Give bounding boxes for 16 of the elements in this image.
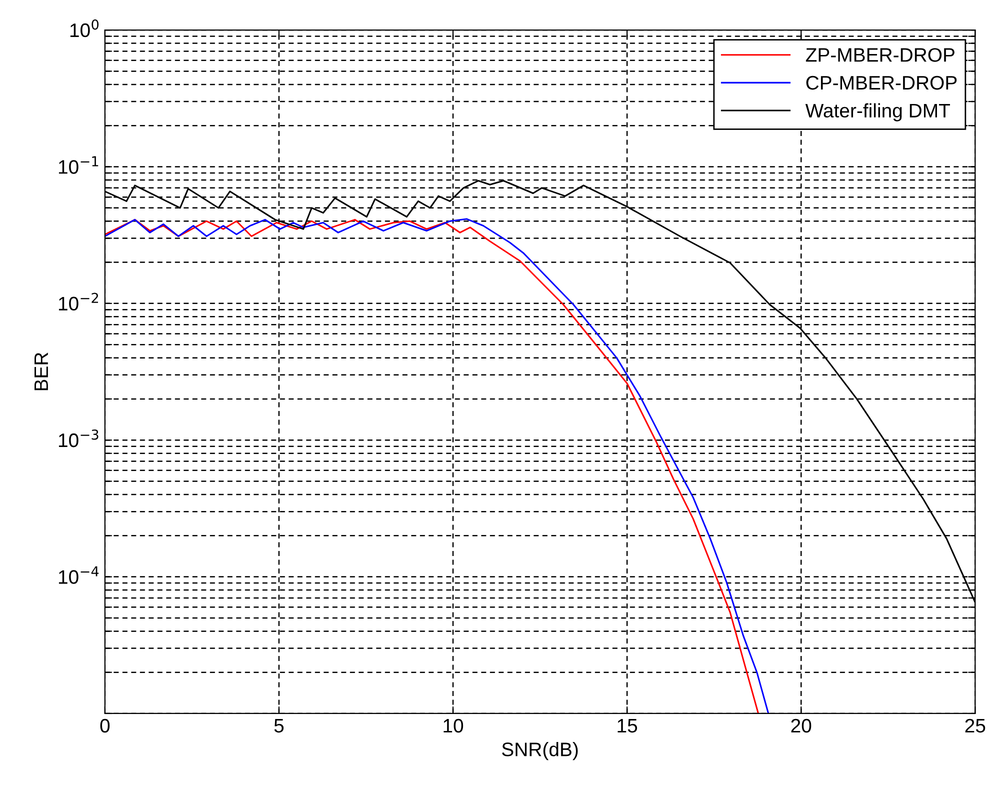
y-tick-label: 10$^{−1}$ [58,156,98,174]
x-tick-label: 15 [618,719,638,733]
legend-label: CP-MBER-DROP [806,76,957,90]
y-tick-label: 10$^{−2}$ [58,292,98,311]
legend-label: ZP-MBER-DROP [806,48,954,62]
y-tick-label: 10$^{−3}$ [58,429,98,448]
x-axis-title: SNR(dB) [502,742,578,760]
y-tick-label: 10$^{0}$ [70,19,99,38]
x-tick-label: 5 [274,719,284,733]
x-tick-label: 10 [444,718,464,733]
y-axis-title: BER [34,352,48,390]
x-tick-label: 25 [965,718,986,733]
x-tick-label: 0 [100,718,110,733]
legend-label: Water-filing DMT [805,103,950,122]
x-tick-label: 20 [791,718,812,733]
y-tick-label: 10$^{−4}$ [58,566,99,584]
